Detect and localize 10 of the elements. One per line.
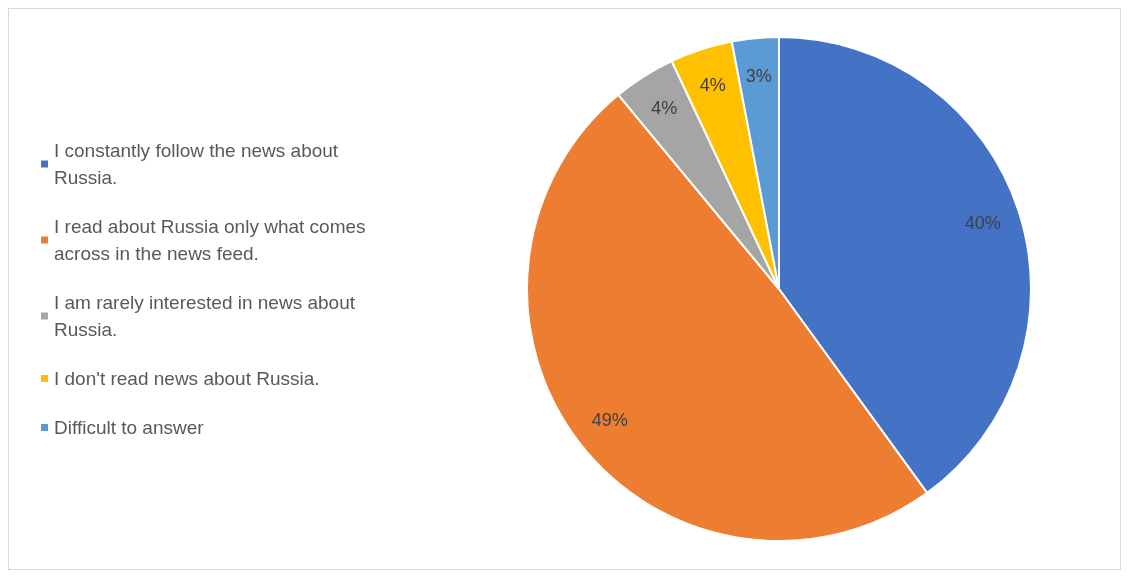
- data-label: 4%: [699, 75, 726, 96]
- legend-label: Difficult to answer: [54, 417, 205, 438]
- legend-label: I constantly follow the news about Russia.: [54, 140, 344, 188]
- data-label: 49%: [591, 410, 628, 431]
- legend-label: I am rarely interested in news about Russia.: [54, 292, 361, 340]
- data-label: 3%: [745, 65, 772, 86]
- legend-label: I don't read news about Russia.: [54, 368, 320, 389]
- data-label: 40%: [964, 212, 1001, 233]
- data-label: 4%: [651, 98, 678, 119]
- legend-label: I read about Russia only what comes across in the news feed.: [54, 216, 371, 264]
